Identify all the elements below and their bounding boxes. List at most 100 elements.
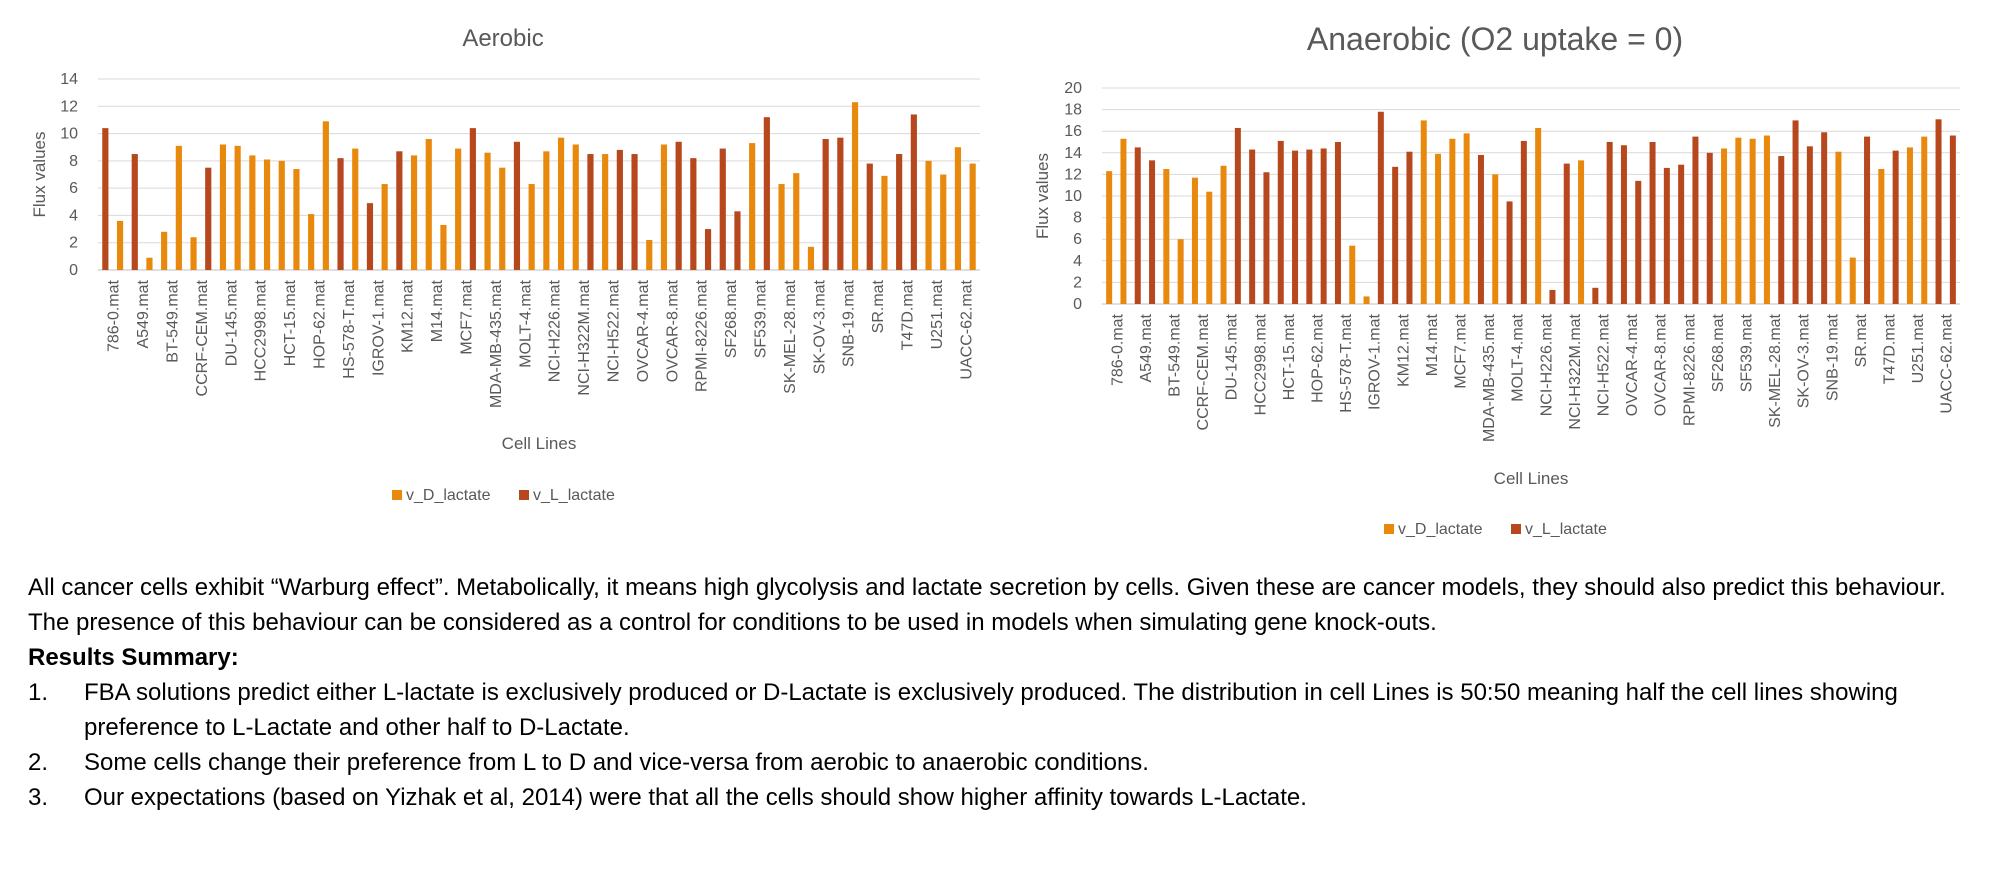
x-tick-label: M14.mat xyxy=(429,279,446,342)
bar xyxy=(866,163,873,270)
bar xyxy=(1892,150,1899,304)
x-tick-label: RPMI-8226.mat xyxy=(1681,313,1698,426)
bar xyxy=(116,220,124,270)
bar xyxy=(249,155,256,270)
x-tick-label: HCT-15.mat xyxy=(282,279,299,366)
x-tick-label: 786-0.mat xyxy=(106,279,123,352)
x-tick-label: SF539.mat xyxy=(753,279,770,358)
results-text: All cancer cells exhibit “Warburg effect… xyxy=(28,570,1978,815)
list-item-number: 1. xyxy=(28,679,49,706)
bar xyxy=(557,137,565,270)
bar xyxy=(1163,169,1170,304)
y-tick-label: 0 xyxy=(69,262,78,279)
warburg-paragraph: All cancer cells exhibit “Warburg effect… xyxy=(28,574,1946,636)
y-tick-label: 6 xyxy=(69,180,78,197)
x-tick-label: OVCAR-4.mat xyxy=(635,279,652,382)
bar xyxy=(910,114,917,270)
bar xyxy=(1606,142,1613,304)
bar xyxy=(469,128,476,270)
x-tick-label: HOP-62.mat xyxy=(312,279,329,368)
x-tick-label: SK-OV-3.mat xyxy=(811,279,828,374)
x-tick-label: T47D.mat xyxy=(900,279,917,350)
bar xyxy=(1678,164,1685,304)
bar xyxy=(1592,287,1599,304)
bar xyxy=(1277,140,1284,304)
bar xyxy=(925,160,932,270)
x-tick-label: A549.mat xyxy=(1138,313,1155,382)
bar xyxy=(440,224,447,270)
bar xyxy=(940,174,947,270)
x-tick-label: M14.mat xyxy=(1424,313,1441,376)
x-tick-label: OVCAR-8.mat xyxy=(1653,313,1670,416)
y-tick-label: 8 xyxy=(69,153,78,170)
x-tick-label: 786-0.mat xyxy=(1109,313,1126,386)
x-tick-label: NCI-H522.mat xyxy=(606,279,623,382)
bar xyxy=(793,173,800,270)
bar xyxy=(1706,152,1713,304)
x-tick-label: T47D.mat xyxy=(1882,313,1899,384)
bar xyxy=(1763,135,1770,304)
bar xyxy=(1935,119,1942,304)
chart-title: Aerobic xyxy=(462,25,543,52)
bar xyxy=(1420,120,1427,305)
bar xyxy=(1721,148,1728,304)
y-axis-title: Flux values xyxy=(1033,153,1052,239)
x-tick-label: HCC2998.mat xyxy=(1252,313,1269,415)
x-tick-label: HCT-15.mat xyxy=(1281,313,1298,400)
x-tick-label: OVCAR-8.mat xyxy=(664,279,681,382)
bar xyxy=(1120,138,1127,304)
bar xyxy=(146,257,153,270)
bar xyxy=(455,148,462,270)
y-axis-title: Flux values xyxy=(30,132,49,218)
bar xyxy=(1263,172,1270,304)
x-tick-label: SNB-19.mat xyxy=(1824,313,1841,401)
bar xyxy=(763,117,770,270)
bar xyxy=(1392,166,1399,304)
bar xyxy=(1206,191,1213,304)
bar xyxy=(396,151,403,270)
bar xyxy=(366,203,374,270)
legend-swatch-d-lactate xyxy=(392,490,402,500)
bar xyxy=(205,167,212,270)
bar xyxy=(1406,151,1413,304)
bar xyxy=(278,160,285,270)
y-tick-label: 0 xyxy=(1073,296,1082,313)
x-tick-label: CCRF-CEM.mat xyxy=(194,279,211,396)
bar xyxy=(1435,153,1442,304)
bar xyxy=(352,148,359,270)
x-tick-label: MDA-MB-435.mat xyxy=(488,279,505,408)
bar xyxy=(1835,151,1842,304)
bar xyxy=(1134,147,1141,304)
x-tick-label: SK-OV-3.mat xyxy=(1796,313,1813,408)
bar xyxy=(969,163,976,270)
bar xyxy=(1449,138,1456,304)
results-list: 1. FBA solutions predict either L-lactate… xyxy=(28,675,1978,815)
legend-label-l-lactate: v_L_lactate xyxy=(1525,521,1607,538)
x-tick-label: MOLT-4.mat xyxy=(517,279,534,367)
bar xyxy=(1249,149,1256,304)
bar xyxy=(381,184,388,270)
x-tick-label: SK-MEL-28.mat xyxy=(782,279,799,393)
bar xyxy=(1363,296,1370,304)
bar xyxy=(602,154,609,270)
x-tick-label: MDA-MB-435.mat xyxy=(1481,313,1498,442)
bar xyxy=(1191,177,1198,304)
list-item-text: Our expectations (based on Yizhak et al,… xyxy=(84,784,1307,811)
x-tick-label: SF268.mat xyxy=(1710,313,1727,392)
x-tick-label: SNB-19.mat xyxy=(841,279,858,367)
bar xyxy=(1821,132,1828,304)
bar xyxy=(1635,180,1642,304)
bar xyxy=(1349,245,1356,304)
bar xyxy=(837,137,844,270)
y-tick-label: 2 xyxy=(69,235,78,252)
x-tick-label: MOLT-4.mat xyxy=(1510,313,1527,401)
y-tick-label: 18 xyxy=(1064,102,1082,119)
bar xyxy=(1106,171,1113,304)
bar xyxy=(1749,138,1756,304)
bar xyxy=(102,128,109,270)
bar xyxy=(690,158,697,270)
legend-label-d-lactate: v_D_lactate xyxy=(1398,521,1483,538)
bar xyxy=(1735,137,1742,304)
list-item: 1. FBA solutions predict either L-lactate… xyxy=(28,675,1978,745)
bar xyxy=(822,139,829,270)
